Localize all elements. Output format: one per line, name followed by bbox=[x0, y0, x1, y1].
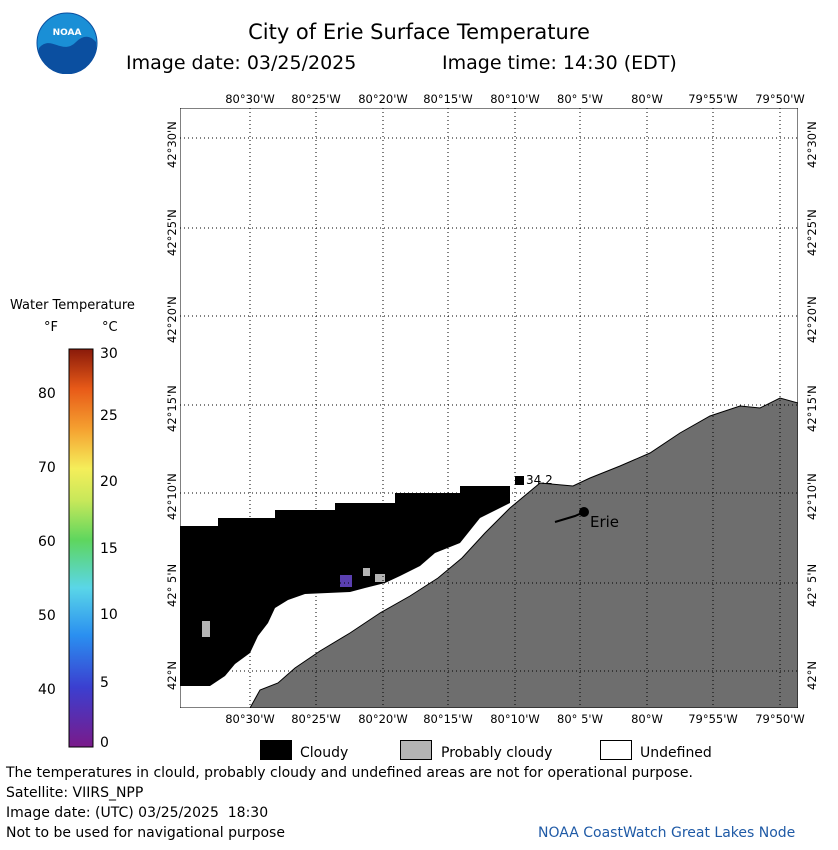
color-scale-bar bbox=[68, 348, 94, 748]
lon-label-top: 80°30'W bbox=[225, 92, 275, 106]
lat-label-left: 42°25'N bbox=[165, 209, 179, 256]
annotation-value: 34.2 bbox=[526, 473, 553, 487]
swatch-probably-cloudy bbox=[400, 740, 432, 760]
lon-label-top: 80°15'W bbox=[423, 92, 473, 106]
lon-label-bottom: 80°W bbox=[631, 712, 663, 726]
image-date: Image date: 03/25/2025 bbox=[126, 52, 357, 74]
lon-label-bottom: 79°55'W bbox=[688, 712, 738, 726]
lon-label-top: 79°55'W bbox=[688, 92, 738, 106]
legend-unit-f: °F bbox=[44, 320, 58, 335]
lon-label-top: 79°50'W bbox=[755, 92, 805, 106]
legend-c-tick: 10 bbox=[100, 607, 118, 623]
lat-label-right: 42° 5'N bbox=[805, 563, 819, 607]
logo-text: NOAA bbox=[52, 28, 82, 38]
lat-label-right: 42°10'N bbox=[805, 473, 819, 520]
label-cloudy: Cloudy bbox=[300, 745, 349, 761]
legend-f-tick: 50 bbox=[38, 608, 56, 624]
page-title: City of Erie Surface Temperature bbox=[248, 20, 590, 44]
lat-label-right: 42°30'N bbox=[805, 121, 819, 168]
legend-c-tick: 5 bbox=[100, 675, 109, 691]
footer-credit: NOAA CoastWatch Great Lakes Node bbox=[538, 825, 796, 841]
legend-f-tick: 70 bbox=[38, 460, 56, 476]
swatch-undefined bbox=[600, 740, 632, 760]
legend-f-tick: 40 bbox=[38, 682, 56, 698]
lat-label-left: 42°N bbox=[165, 661, 179, 690]
lat-label-left: 42°10'N bbox=[165, 473, 179, 520]
city-label: Erie bbox=[590, 513, 620, 531]
probably-cloudy-patch bbox=[363, 568, 370, 576]
map-panel bbox=[180, 108, 798, 708]
footer-image-date: Image date: (UTC) 03/25/2025 18:30 bbox=[6, 805, 269, 821]
noaa-logo-icon bbox=[36, 12, 98, 75]
legend-c-tick: 15 bbox=[100, 541, 118, 557]
lon-label-top: 80°20'W bbox=[358, 92, 408, 106]
footer-disclaimer: The temperatures in clould, probably clo… bbox=[6, 765, 693, 781]
lon-label-top: 80°25'W bbox=[291, 92, 341, 106]
legend-title: Water Temperature bbox=[10, 298, 135, 313]
footer-satellite: Satellite: VIIRS_NPP bbox=[6, 785, 144, 801]
lon-label-bottom: 80°10'W bbox=[490, 712, 540, 726]
legend-f-tick: 80 bbox=[38, 386, 56, 402]
legend-unit-c: °C bbox=[102, 320, 118, 335]
erie-shoreline-detail bbox=[554, 511, 585, 523]
lat-label-left: 42°15'N bbox=[165, 385, 179, 432]
label-undefined: Undefined bbox=[640, 745, 712, 761]
legend-c-tick: 30 bbox=[100, 346, 118, 362]
lat-label-left: 42° 5'N bbox=[165, 563, 179, 607]
lon-label-bottom: 80°20'W bbox=[358, 712, 408, 726]
legend-f-tick: 60 bbox=[38, 534, 56, 550]
lat-label-right: 42°25'N bbox=[805, 209, 819, 256]
lon-label-bottom: 80°25'W bbox=[291, 712, 341, 726]
lon-label-top: 80° 5'W bbox=[557, 92, 603, 106]
legend-c-tick: 0 bbox=[100, 735, 109, 751]
lon-label-bottom: 80° 5'W bbox=[557, 712, 603, 726]
lat-label-right: 42°15'N bbox=[805, 385, 819, 432]
footer-navigation-note: Not to be used for navigational purpose bbox=[6, 825, 285, 841]
lon-label-top: 80°W bbox=[631, 92, 663, 106]
grid-lines bbox=[180, 108, 798, 708]
water-temperature-pixel bbox=[340, 575, 352, 587]
lat-label-right: 42°N bbox=[805, 661, 819, 690]
land-area bbox=[249, 397, 798, 708]
lon-label-bottom: 80°15'W bbox=[423, 712, 473, 726]
lon-label-top: 80°10'W bbox=[490, 92, 540, 106]
probably-cloudy-patch bbox=[375, 574, 385, 582]
lat-label-left: 42°20'N bbox=[165, 296, 179, 343]
label-probably-cloudy: Probably cloudy bbox=[441, 745, 553, 761]
lon-label-bottom: 79°50'W bbox=[755, 712, 805, 726]
image-time: Image time: 14:30 (EDT) bbox=[442, 52, 677, 74]
lon-label-bottom: 80°30'W bbox=[225, 712, 275, 726]
annotation-marker bbox=[515, 476, 524, 485]
lat-label-right: 42°20'N bbox=[805, 296, 819, 343]
noaa-logo: NOAA bbox=[36, 12, 98, 75]
swatch-cloudy bbox=[260, 740, 292, 760]
lat-label-left: 42°30'N bbox=[165, 121, 179, 168]
legend-c-tick: 20 bbox=[100, 474, 118, 490]
probably-cloudy-patch bbox=[202, 621, 210, 637]
legend-c-tick: 25 bbox=[100, 408, 118, 424]
